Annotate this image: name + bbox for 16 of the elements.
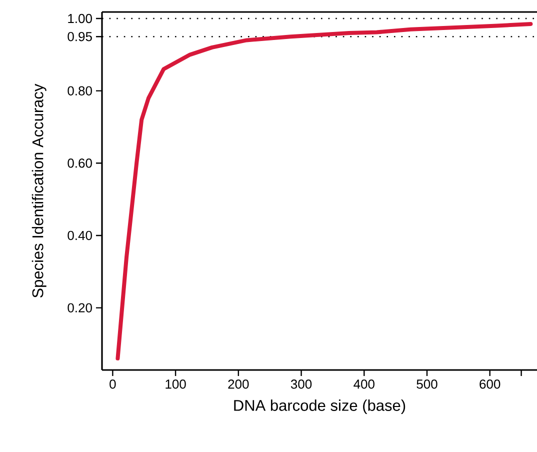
y-tick-label: 0.60: [68, 158, 92, 168]
x-tick-label: 0: [110, 380, 116, 389]
y-tick-label: 1.00: [68, 14, 92, 24]
x-tick-label: 200: [228, 380, 249, 389]
x-tick-label: 600: [480, 380, 500, 389]
x-tick-label: 400: [354, 380, 374, 389]
x-tick-label: 500: [416, 380, 438, 389]
line-series: [116, 22, 533, 360]
y-tick-label: 0.95: [68, 32, 92, 42]
y-axis-title: Species Identification Accuracy: [32, 84, 46, 298]
x-tick-label: 100: [166, 380, 186, 389]
y-tick-label: 0.40: [68, 230, 92, 240]
y-tick-label: 0.80: [68, 86, 92, 96]
x-tick-label: 300: [290, 380, 312, 389]
y-tick-label: 0.20: [68, 303, 92, 312]
x-axis-title: DNA barcode size (base): [234, 400, 406, 414]
